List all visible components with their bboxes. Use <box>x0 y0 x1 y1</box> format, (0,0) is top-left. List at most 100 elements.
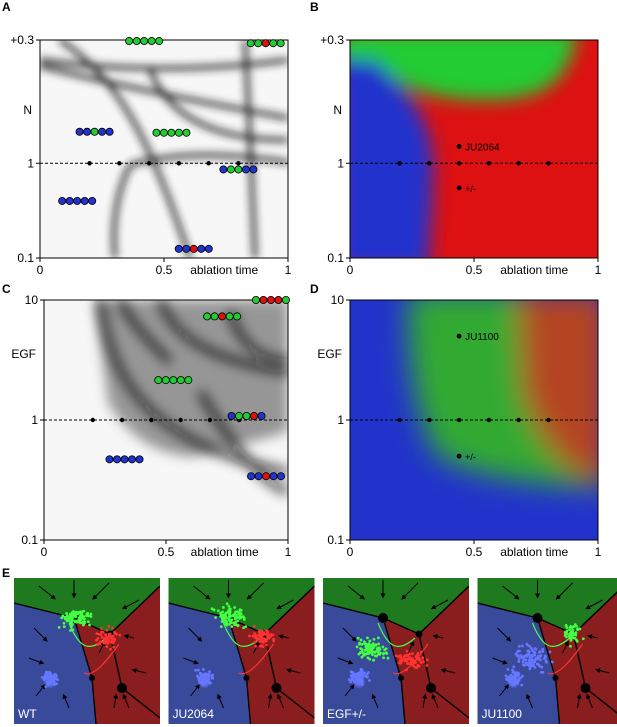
cloud-point <box>376 636 380 640</box>
cloud-point <box>528 654 532 658</box>
flow-arrow <box>193 585 211 600</box>
state-dot <box>128 455 137 464</box>
fixed-point <box>378 613 388 623</box>
cloud-point <box>107 624 111 628</box>
cloud-point <box>111 634 115 638</box>
state-dot <box>159 128 168 137</box>
field-green <box>168 578 315 634</box>
cloud-point <box>511 668 514 672</box>
field-blue <box>14 603 96 724</box>
cloud-point <box>62 621 66 625</box>
state-dot <box>197 244 206 253</box>
x-tick-label: 1 <box>595 545 602 559</box>
baseline-point <box>456 161 462 166</box>
flow-arrow <box>35 684 46 697</box>
state-dot <box>174 128 183 137</box>
state-dot <box>120 455 129 464</box>
cloud-point <box>82 609 86 613</box>
cloud-point <box>107 638 111 642</box>
state-dot <box>274 295 283 304</box>
baseline-point <box>236 161 241 166</box>
flow-arrow <box>497 627 512 642</box>
attractor-glow <box>354 677 364 687</box>
cloud-point <box>405 668 408 672</box>
trajectory <box>531 622 570 648</box>
cloud-point <box>63 615 67 619</box>
flow-arrow <box>183 657 199 665</box>
separatrix <box>91 677 97 724</box>
panel-letter-c: C <box>2 282 11 296</box>
baseline-point <box>178 417 183 423</box>
baseline-point <box>456 417 462 423</box>
state-dot <box>259 295 268 304</box>
flow-arrow <box>286 668 301 674</box>
y-tick-label: 0.1 <box>17 251 34 265</box>
cloud-point <box>233 623 237 627</box>
flow-arrow <box>499 684 510 697</box>
cloud-point <box>373 654 377 658</box>
cloud-point <box>512 665 516 669</box>
cloud-point <box>367 652 370 656</box>
field-blue <box>477 603 560 724</box>
cloud-point <box>79 612 83 616</box>
state-dot <box>174 244 183 253</box>
y-tick-label: 1 <box>27 156 34 170</box>
flow-arrow <box>33 627 48 642</box>
boundary-line <box>196 390 288 496</box>
fixed-point <box>426 683 436 693</box>
cloud-point <box>366 636 369 640</box>
state-dot <box>125 37 134 46</box>
state-dot <box>210 312 219 321</box>
field-blue <box>168 603 251 724</box>
baseline-point <box>546 417 551 423</box>
phase-portrait: JU1100 <box>477 578 617 724</box>
cloud-point <box>517 676 521 680</box>
cloud-point <box>527 652 531 655</box>
separatrix <box>276 687 315 719</box>
separatrix <box>536 617 557 679</box>
cloud-point <box>360 671 364 674</box>
cloud-point <box>541 650 544 653</box>
cloud-point <box>252 624 256 628</box>
flow-arrow <box>267 693 273 709</box>
y-axis-label: EGF <box>11 347 36 361</box>
cloud-point <box>74 619 78 623</box>
cloud-point <box>569 644 572 648</box>
state-dot <box>250 411 259 420</box>
y-tick-label: 0.1 <box>327 251 344 265</box>
cloud-point <box>87 614 90 618</box>
cloud-point <box>408 652 411 656</box>
cloud-point <box>230 625 234 628</box>
boundary-line <box>156 300 288 376</box>
state-dot <box>135 455 144 464</box>
cloud-point <box>105 628 109 632</box>
fixed-point <box>552 675 559 681</box>
flow-arrow <box>526 693 533 709</box>
state-glyph <box>203 312 242 321</box>
state-glyph <box>58 196 97 205</box>
state-glyph <box>154 376 193 385</box>
flow-arrow <box>371 693 379 709</box>
state-dot <box>58 196 67 205</box>
cloud-point <box>370 648 373 652</box>
state-dot <box>254 472 263 481</box>
cloud-point <box>578 627 582 631</box>
separatrix <box>382 617 420 635</box>
panel-letter-a: A <box>2 0 11 14</box>
x-tick-label: 0 <box>41 545 48 559</box>
cloud-point <box>233 606 236 609</box>
cloud-point <box>415 656 419 659</box>
cloud-point <box>356 636 360 640</box>
cloud-point <box>381 645 385 649</box>
cloud-point <box>69 621 73 624</box>
state-dot <box>269 39 278 48</box>
baseline-point <box>397 161 402 166</box>
cloud-point <box>534 647 538 651</box>
cloud-point <box>377 642 381 646</box>
separatrix <box>73 617 93 679</box>
state-dot <box>276 39 285 48</box>
state-dot <box>80 196 89 205</box>
flow-arrow <box>576 693 582 709</box>
cloud-point <box>366 671 370 674</box>
x-axis-label: ablation time <box>190 263 258 277</box>
